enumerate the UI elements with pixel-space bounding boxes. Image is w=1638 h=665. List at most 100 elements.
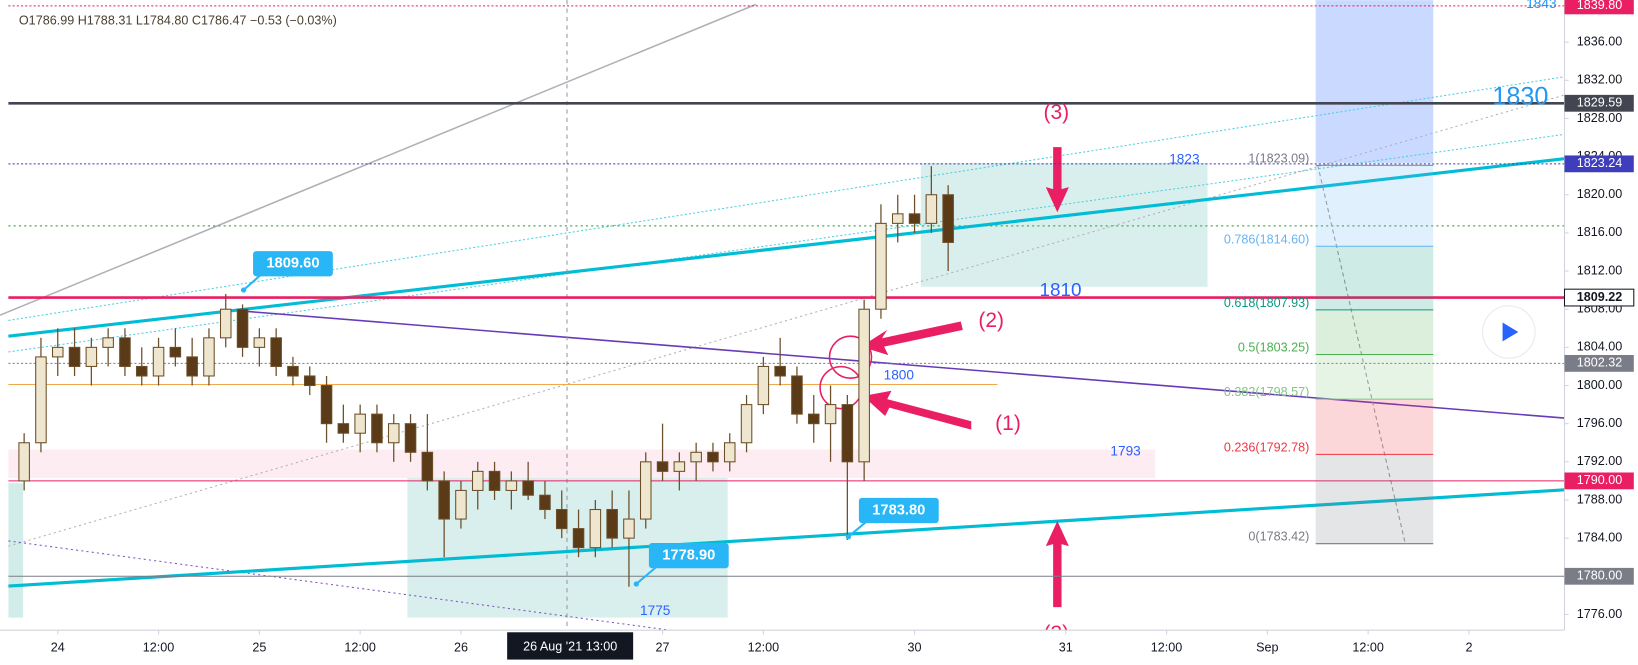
callout-point [845, 534, 852, 540]
y-tick-label: 1804.00 [1577, 340, 1623, 354]
price-tag-label: 1823.24 [1577, 156, 1623, 170]
fib-label: 0.382(1798.57) [1224, 385, 1309, 399]
candle-body [807, 413, 820, 425]
price-tag [1564, 94, 1634, 112]
y-tick-label: 1828.00 [1577, 111, 1623, 125]
callout-pointer [242, 273, 263, 291]
annotation: (3) [1043, 101, 1069, 124]
x-tick-label: Sep [1256, 640, 1278, 654]
candle-body [119, 337, 131, 367]
channel-line [8, 148, 1638, 338]
candle-body [287, 365, 299, 377]
annotation: 1778.90 [662, 548, 715, 564]
box [920, 162, 1208, 287]
callout-pointer [635, 565, 658, 585]
y-tick-label: 1784.00 [1577, 530, 1623, 544]
annotation: 1783.80 [872, 502, 925, 518]
x-tick-label: 30 [908, 640, 922, 654]
y-tick-label: 1788.00 [1577, 492, 1623, 506]
candle-body [858, 308, 870, 463]
candle-body [774, 365, 786, 377]
fib-band [1315, 165, 1434, 247]
x-tick-label: 12:00 [748, 640, 780, 654]
candle-body [925, 194, 938, 224]
candle-body [253, 337, 266, 348]
callout [858, 497, 939, 524]
arrow [861, 321, 963, 356]
price-tag [1563, 288, 1635, 307]
candle-body [723, 442, 736, 463]
annotation: 1843 [1526, 0, 1556, 11]
zone [8, 449, 1155, 478]
candle-body [219, 308, 232, 339]
fib-label: 0.786(1814.60) [1224, 232, 1309, 246]
annotation: 1830 [1492, 82, 1548, 110]
candle-body [690, 451, 702, 463]
x-tick-label: 27 [656, 640, 670, 654]
y-tick-label: 1836.00 [1577, 34, 1623, 48]
annotation: (1) [995, 412, 1021, 435]
candle-body [942, 194, 954, 243]
arrow [1045, 520, 1069, 608]
fib-label: 0.5(1803.25) [1238, 341, 1309, 355]
y-tick-label: 1792.00 [1577, 454, 1623, 468]
annotation: 1810 [1039, 280, 1081, 301]
candle-body [891, 213, 904, 224]
candle-body [337, 423, 350, 434]
candle-body [875, 222, 887, 310]
candle-body [824, 404, 837, 425]
callout-point [240, 287, 247, 293]
fib-band [1315, 399, 1434, 455]
candle-body [270, 337, 282, 367]
candle-body [421, 451, 434, 482]
x-tick-label: 2 [1465, 640, 1472, 654]
x-tick-label: 12:00 [344, 640, 376, 654]
price-tag-label: 1780.00 [1577, 569, 1623, 583]
fib-trend [1317, 164, 1406, 543]
y-tick-label: 1820.00 [1577, 187, 1623, 201]
trend-line [8, 64, 1638, 321]
callout-point [633, 581, 639, 587]
annotation: 1823 [1169, 151, 1199, 166]
candle-body [572, 528, 585, 549]
candle-body [438, 480, 450, 520]
x-tick-label: 12:00 [1151, 640, 1183, 654]
play-icon [1502, 322, 1519, 342]
y-tick-label: 1800.00 [1577, 378, 1623, 392]
candle-body [656, 461, 669, 472]
x-tick-label: 26 [454, 640, 468, 654]
y-tick-label: 1776.00 [1577, 607, 1623, 621]
candle-body [791, 375, 803, 415]
callout [648, 543, 729, 569]
candle-body [539, 494, 551, 511]
candle-body [186, 356, 198, 377]
price-tag [1564, 0, 1634, 15]
candles [18, 166, 954, 587]
candle-body [152, 346, 165, 377]
price-tag [1564, 472, 1634, 490]
candle-body [404, 423, 417, 453]
price-tag [1564, 354, 1634, 372]
candle-body [740, 404, 753, 444]
box [1315, 0, 1434, 163]
candle-body [455, 489, 467, 520]
candle-body [102, 337, 114, 348]
candle-body [303, 375, 316, 387]
x-tick-label: 31 [1059, 640, 1073, 654]
time-axis-background [0, 630, 1638, 665]
x-tick-label: 24 [51, 640, 65, 654]
price-tag-label: 1802.32 [1577, 356, 1623, 370]
candle-body [471, 470, 484, 491]
candle-body [606, 508, 618, 539]
trend-line [241, 310, 1565, 419]
candle-body [320, 384, 333, 425]
x-tick-label: 12:00 [143, 640, 175, 654]
fib-label: 0.236(1792.78) [1224, 440, 1309, 454]
fib-label: 1(1823.09) [1248, 151, 1309, 165]
candle-body [387, 423, 400, 444]
crosshair-label-bg [507, 632, 634, 660]
candle-body [236, 308, 249, 348]
y-tick-label: 1832.00 [1577, 73, 1623, 87]
box [8, 483, 24, 618]
